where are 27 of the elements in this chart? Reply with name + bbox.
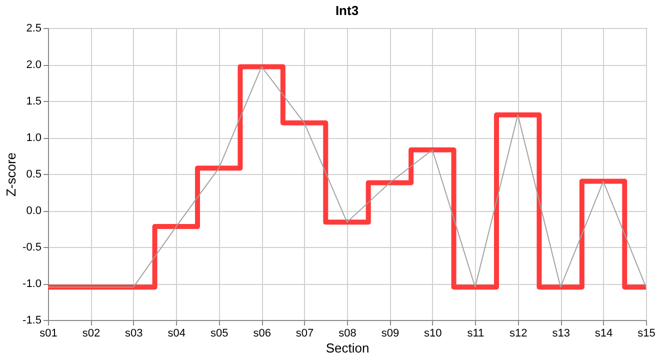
y-tick-label: 2.0 (26, 59, 42, 71)
x-tick-label: s10 (424, 328, 442, 340)
y-axis-title: Z-score (4, 152, 19, 197)
chart-title: Int3 (335, 3, 359, 18)
x-axis-title: Section (326, 340, 370, 356)
x-tick-label: s04 (168, 328, 186, 340)
y-tick-label: 2.5 (26, 22, 42, 34)
x-tick-label: s15 (638, 328, 656, 340)
y-tick-label: -1.0 (22, 278, 42, 290)
x-tick-label: s12 (509, 328, 528, 340)
x-tick-label: s05 (210, 328, 228, 340)
x-tick-label: s11 (467, 328, 484, 340)
y-tick-label: 0.5 (26, 168, 42, 180)
x-tick-label: s14 (594, 328, 613, 340)
y-tick-label: -1.5 (22, 314, 42, 326)
x-tick-label: s09 (381, 328, 400, 340)
x-tick-label: s06 (253, 328, 271, 340)
x-tick-label: s02 (82, 328, 100, 340)
x-tick-label: s07 (296, 328, 314, 340)
x-tick-label: s08 (338, 328, 356, 340)
y-tick-label: -0.5 (22, 242, 42, 254)
y-tick-label: 0.0 (26, 205, 42, 217)
y-tick-label: 1.0 (26, 132, 42, 144)
y-tick-label: 1.5 (26, 96, 42, 108)
x-tick-label: s01 (40, 328, 58, 340)
x-tick-label: s03 (125, 328, 143, 340)
x-tick-label: s13 (552, 328, 570, 340)
